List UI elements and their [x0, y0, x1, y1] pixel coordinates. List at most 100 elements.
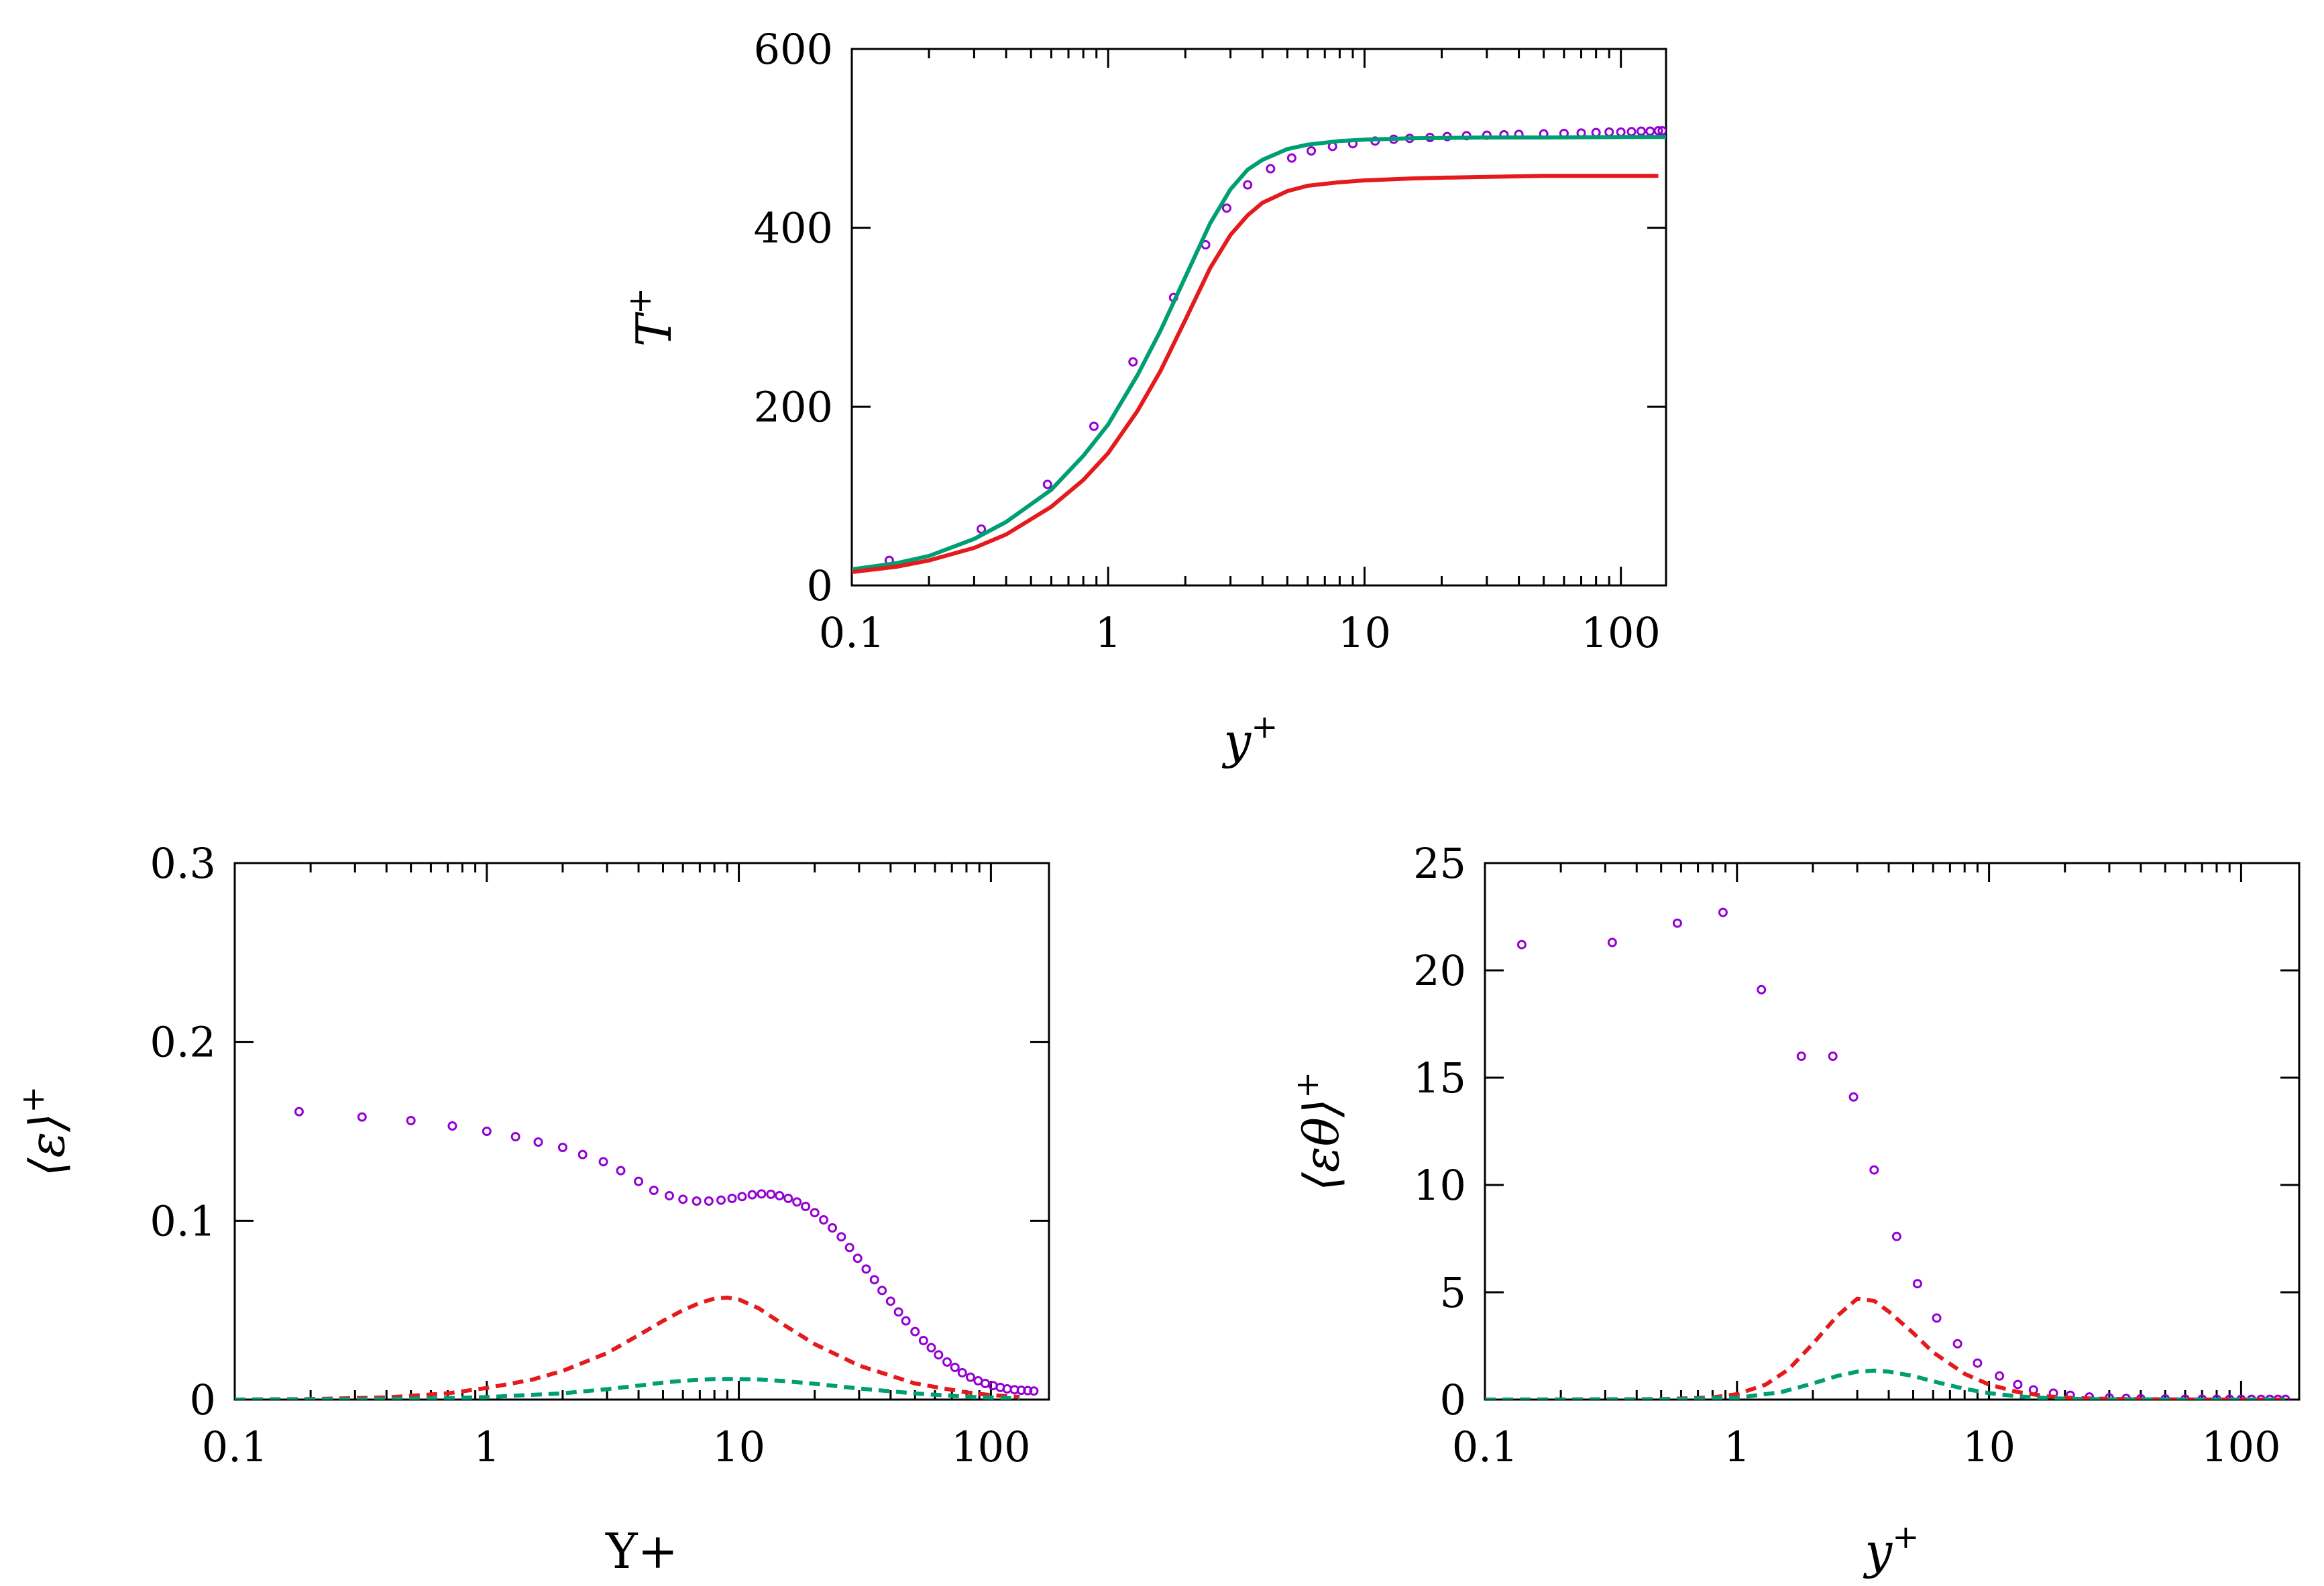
data-point-dns — [861, 1264, 871, 1274]
y-tick-label: 10 — [1413, 1161, 1466, 1210]
y-axis-label: T+ — [621, 288, 682, 347]
data-point-dns — [691, 1196, 702, 1206]
dissipation-panel: 0.1 1 10 100 00.10.20.3 Y+ ⟨ε⟩+ — [14, 839, 1050, 1579]
series-line-model-2 — [1485, 1368, 2286, 1400]
data-point-dns — [836, 1232, 846, 1242]
thermal-dissipation-panel: 0.1 1 10 100 0 5 10 15 20 25 y+ ⟨εθ⟩+ — [1288, 839, 2301, 1579]
data-point-dns — [616, 1166, 626, 1176]
data-point-dns — [910, 1326, 920, 1337]
data-point-dns — [1869, 1165, 1879, 1175]
data-point-dns — [1221, 203, 1231, 213]
x-tick-label: 0.1 — [202, 1422, 268, 1471]
series-line-model-1 — [852, 174, 1659, 574]
data-point-dns — [1516, 940, 1527, 950]
data-point-dns — [294, 1107, 304, 1117]
y-tick-labels: 0 0.1 0.2 0.3 — [150, 839, 216, 1424]
series-dns — [884, 126, 1666, 565]
data-point-dns — [664, 1191, 674, 1200]
data-point-dns — [1657, 126, 1666, 135]
y-axis-label: ⟨εθ⟩+ — [1288, 1072, 1349, 1191]
x-tick-label: 100 — [1582, 608, 1661, 657]
data-point-dns — [1796, 1052, 1806, 1061]
data-point-dns — [482, 1127, 492, 1136]
data-point-dns — [1286, 153, 1296, 163]
data-point-dns — [775, 1191, 785, 1200]
y-tick-label: 5 — [1440, 1268, 1466, 1317]
x-tick-labels: 0.1 1 10 100 — [202, 1422, 1031, 1471]
data-point-dns — [1718, 907, 1728, 917]
data-point-dns — [1932, 1313, 1942, 1323]
y-tick-label: 25 — [1413, 839, 1466, 888]
x-tick-marks — [1484, 863, 2242, 1400]
data-point-dns — [1029, 1386, 1039, 1396]
x-tick-label: 0.1 — [819, 608, 885, 657]
data-point-dns — [1607, 938, 1617, 948]
data-point-dns — [678, 1194, 688, 1204]
data-point-dns — [950, 1363, 960, 1372]
data-point-dns — [1995, 1371, 2005, 1381]
series-line-model-1 — [1485, 1296, 2286, 1400]
data-point-dns — [510, 1132, 520, 1141]
data-point-dns — [634, 1176, 644, 1186]
data-point-dns — [810, 1208, 820, 1218]
y-tick-labels: 0 5 10 15 20 25 — [1413, 839, 1466, 1424]
y-tick-label: 20 — [1413, 946, 1466, 995]
data-point-dns — [716, 1195, 726, 1205]
data-point-dns — [1089, 421, 1099, 431]
data-point-dns — [577, 1149, 588, 1159]
plot-frame — [1484, 862, 2301, 1401]
data-point-dns — [557, 1143, 567, 1152]
data-point-dns — [819, 1215, 829, 1225]
y-tick-marks — [1485, 862, 2299, 1401]
y-tick-label: 0.3 — [150, 839, 216, 888]
data-point-dns — [792, 1197, 802, 1207]
plot-frame — [850, 48, 1667, 587]
data-point-dns — [981, 1379, 991, 1388]
data-point-dns — [447, 1121, 457, 1131]
y-tick-label: 600 — [754, 25, 833, 74]
y-tick-label: 400 — [754, 204, 833, 253]
y-tick-marks — [235, 862, 1049, 1401]
data-point-dns — [1128, 357, 1138, 367]
data-point-dns — [1912, 1279, 1922, 1289]
y-axis-label: ⟨ε⟩+ — [14, 1086, 75, 1176]
data-point-dns — [1891, 1231, 1901, 1241]
x-tick-marks — [233, 863, 992, 1400]
x-axis-label: y+ — [1222, 708, 1278, 769]
data-point-dns — [1848, 1092, 1859, 1102]
data-point-dns — [1266, 164, 1276, 174]
x-tick-label: 0.1 — [1452, 1422, 1518, 1471]
data-point-dns — [965, 1372, 975, 1382]
data-point-dns — [533, 1137, 543, 1147]
y-tick-label: 0 — [190, 1375, 216, 1424]
data-point-dns — [918, 1336, 928, 1345]
series-line-model-2 — [852, 135, 1666, 571]
data-point-dns — [801, 1202, 811, 1211]
y-tick-label: 200 — [754, 382, 833, 431]
data-point-dns — [357, 1112, 367, 1122]
data-point-dns — [852, 1253, 863, 1263]
data-point-dns — [957, 1368, 967, 1377]
series-line-model-2 — [235, 1377, 1020, 1400]
data-point-dns — [704, 1196, 714, 1206]
plot-frame — [233, 862, 1050, 1401]
data-point-dns — [783, 1194, 793, 1203]
data-point-dns — [649, 1186, 659, 1195]
x-tick-label: 10 — [1962, 1422, 2015, 1471]
data-point-dns — [747, 1190, 757, 1200]
y-tick-marks — [852, 48, 1666, 587]
data-point-dns — [828, 1223, 838, 1233]
series-group — [1485, 907, 2290, 1400]
data-point-dns — [757, 1189, 767, 1199]
data-point-dns — [844, 1243, 854, 1253]
data-point-dns — [877, 1286, 887, 1296]
y-tick-label: 0.2 — [150, 1018, 216, 1067]
data-point-dns — [1604, 127, 1614, 137]
y-tick-label: 15 — [1413, 1054, 1466, 1102]
y-tick-label: 0.1 — [150, 1196, 216, 1245]
data-point-dns — [2013, 1379, 2023, 1390]
data-point-dns — [977, 524, 987, 534]
x-tick-label: 1 — [1724, 1422, 1750, 1471]
series-line-model-1 — [235, 1296, 1020, 1400]
